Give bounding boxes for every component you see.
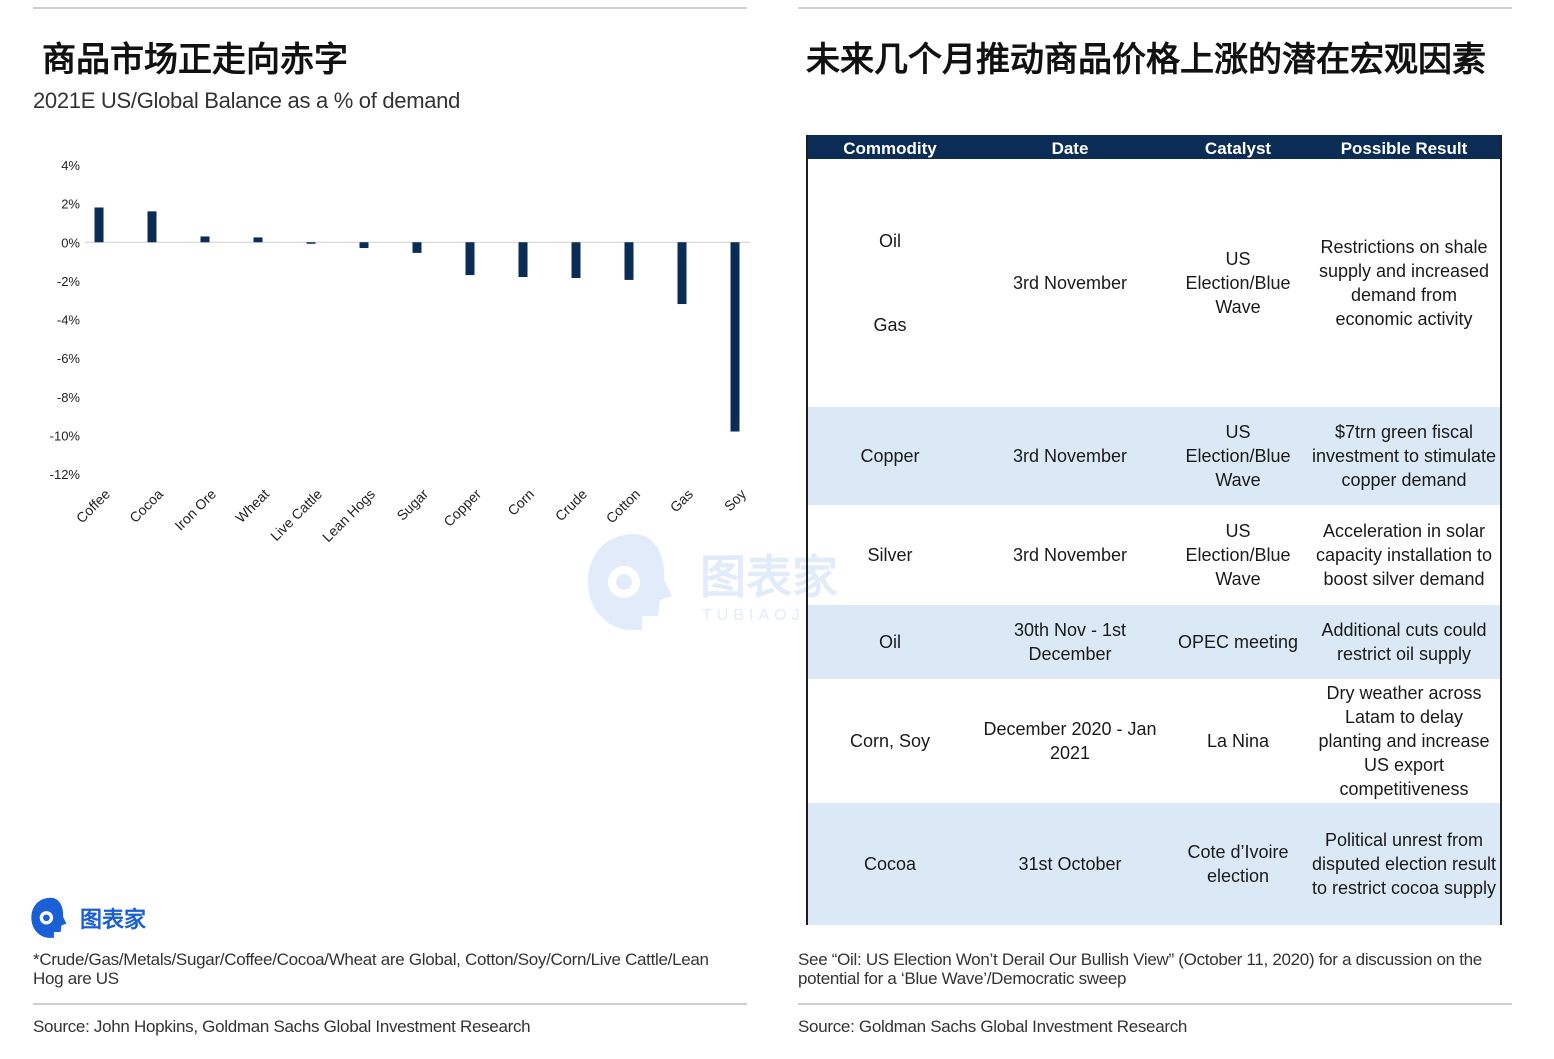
y-tick-label: -6% <box>57 351 81 366</box>
date-cell: December 2020 - Jan 2021 <box>983 719 1157 763</box>
x-tick-label: Cocoa <box>126 486 166 526</box>
x-tick-label: Soy <box>721 486 749 514</box>
catalyst-table: Commodity Date Catalyst Possible Result … <box>806 135 1502 925</box>
bar-iron-ore <box>200 236 210 243</box>
table-note: See “Oil: US Election Won’t Derail Our B… <box>798 950 1482 988</box>
table-row: Oil 30th Nov - 1st December OPEC meeting… <box>808 605 1500 679</box>
commodity-cell: Silver <box>867 545 913 565</box>
commodity-cell: Corn, Soy <box>849 731 931 751</box>
x-tick-label: Cotton <box>603 486 643 526</box>
date-cell: 30th Nov - 1st December <box>1013 620 1127 664</box>
commodity-cell: Oil Gas <box>808 159 972 407</box>
bar-copper <box>465 242 475 276</box>
y-tick-label: -8% <box>57 390 81 405</box>
brand-logo-icon <box>31 897 67 938</box>
bar-sugar <box>412 242 422 253</box>
chart-subtitle: 2021E US/Global Balance as a % of demand <box>33 88 461 113</box>
y-tick-label: -12% <box>50 467 81 482</box>
y-tick-label: 0% <box>61 235 80 250</box>
table-row: Corn, Soy December 2020 - Jan 2021 La Ni… <box>808 679 1500 803</box>
right-bottom-rule <box>798 1003 1512 1005</box>
right-title: 未来几个月推动商品价格上涨的潜在宏观因素 <box>806 40 1486 80</box>
x-tick-label: Iron Ore <box>171 486 219 534</box>
x-tick-label: Sugar <box>393 486 431 524</box>
left-top-rule <box>33 7 747 9</box>
header-date: Date <box>1051 138 1089 158</box>
date-cell: 3rd November <box>1012 545 1128 565</box>
header-catalyst: Catalyst <box>1204 138 1272 158</box>
commodity-text: Oil <box>879 231 901 251</box>
table-header: Commodity Date Catalyst Possible Result <box>808 135 1500 159</box>
bar-chart: 4% 2% 0% -2% -4% -6% -8% -10% -12% Coffee Cocoa Iro… <box>50 158 750 545</box>
date-cell: 31st October <box>1018 854 1122 874</box>
commodity-cell: Cocoa <box>863 854 917 874</box>
brand-logo-text: 图表家 <box>80 908 147 933</box>
result-cell: Dry weather across Latam to delay planti… <box>1318 683 1490 799</box>
catalyst-cell: US Election/Blue Wave <box>1185 521 1291 589</box>
date-cell: 3rd November <box>1012 446 1128 466</box>
bar-wheat <box>253 237 263 243</box>
result-cell: Political unrest from disputed election … <box>1311 830 1497 898</box>
catalyst-cell: US Election/Blue Wave <box>1185 249 1291 317</box>
bar-coffee <box>94 207 104 243</box>
x-tick-label: Wheat <box>232 486 272 526</box>
bar-corn <box>518 242 528 278</box>
x-tick-label: Crude <box>552 486 590 524</box>
bar-gas <box>677 242 687 305</box>
brand-logo[interactable]: 图表家 <box>28 896 146 940</box>
table-row: Cocoa 31st October Cote d’Ivoire electio… <box>808 803 1500 925</box>
y-tick-label: -10% <box>50 428 81 443</box>
bar-cocoa <box>147 211 157 243</box>
commodity-text: Gas <box>873 315 907 335</box>
x-tick-label: Coffee <box>73 486 113 526</box>
right-top-rule <box>798 7 1512 9</box>
right-source: Source: Goldman Sachs Global Investment … <box>798 1017 1188 1036</box>
commodity-cell: Copper <box>860 446 920 466</box>
bar-lean-hogs <box>359 242 369 249</box>
x-tick-label: Live Cattle <box>267 486 325 544</box>
x-tick-label: Gas <box>667 486 696 515</box>
catalyst-cell: OPEC meeting <box>1177 632 1299 652</box>
left-title: 商品市场正走向赤字 <box>42 40 348 80</box>
x-tick-label: Lean Hogs <box>319 486 378 545</box>
y-tick-label: 4% <box>61 158 80 173</box>
bar-cotton <box>624 242 634 280</box>
table-row: Copper 3rd November US Election/Blue Wav… <box>808 407 1500 505</box>
y-tick-label: 2% <box>61 197 80 212</box>
result-cell: $7trn green fiscal investment to stimula… <box>1311 422 1497 490</box>
x-tick-label: Copper <box>440 486 484 530</box>
bar-crude <box>571 242 581 278</box>
bar-live-cattle <box>306 242 316 244</box>
catalyst-cell: Cote d’Ivoire election <box>1187 842 1289 886</box>
catalyst-cell: La Nina <box>1206 731 1270 751</box>
result-cell: Additional cuts could restrict oil suppl… <box>1321 620 1487 664</box>
header-commodity: Commodity <box>843 138 937 158</box>
left-source: Source: John Hopkins, Goldman Sachs Glob… <box>33 1017 531 1036</box>
date-cell: 3rd November <box>1012 273 1128 293</box>
x-tick-label: Corn <box>504 486 537 519</box>
table-row: Silver 3rd November US Election/Blue Wav… <box>808 505 1500 605</box>
catalyst-cell: US Election/Blue Wave <box>1185 422 1291 490</box>
result-cell: Restrictions on shale supply and increas… <box>1318 237 1490 329</box>
y-tick-label: -2% <box>57 274 81 289</box>
header-result: Possible Result <box>1340 138 1468 158</box>
chart-footnote: *Crude/Gas/Metals/Sugar/Coffee/Cocoa/Whe… <box>33 950 709 988</box>
y-tick-label: -4% <box>57 313 81 328</box>
left-bottom-rule <box>33 1003 747 1005</box>
commodity-cell: Oil <box>879 632 901 652</box>
table-row: Oil Gas 3rd November US Election/Blue Wa… <box>808 159 1500 407</box>
bar-soy <box>730 242 740 432</box>
result-cell: Acceleration in solar capacity installat… <box>1315 521 1493 589</box>
